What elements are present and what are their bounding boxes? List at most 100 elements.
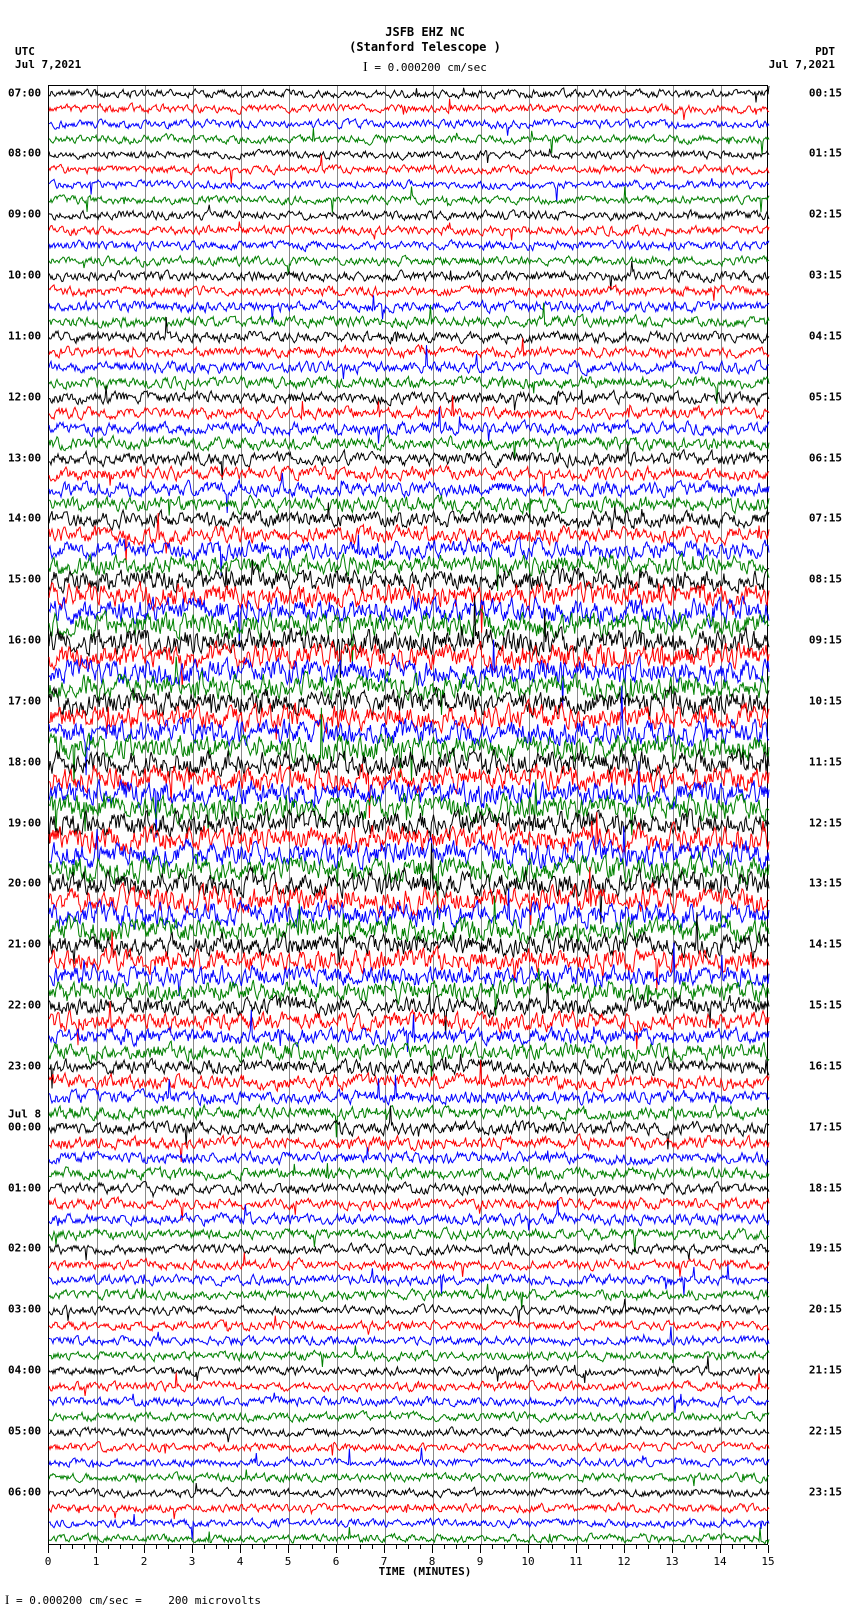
x-minor-tick — [408, 1545, 409, 1549]
seismic-trace — [49, 86, 767, 1546]
seismic-trace — [49, 86, 767, 1546]
pdt-hour-label: 10:15 — [809, 694, 842, 707]
pdt-hour-label: 19:15 — [809, 1242, 842, 1255]
x-minor-tick — [648, 1545, 649, 1549]
gridline-v — [673, 86, 674, 1544]
seismic-trace — [49, 86, 767, 1546]
pdt-hour-label: 09:15 — [809, 634, 842, 647]
seismic-trace — [49, 86, 767, 1546]
seismic-trace — [49, 86, 767, 1546]
seismic-trace — [49, 86, 767, 1546]
seismic-trace — [49, 86, 767, 1546]
x-tick — [144, 1545, 145, 1553]
seismic-trace — [49, 86, 767, 1546]
seismic-trace — [49, 86, 767, 1546]
x-tick-label: 6 — [333, 1555, 340, 1568]
x-minor-tick — [504, 1545, 505, 1549]
x-tick-label: 8 — [429, 1555, 436, 1568]
x-tick-label: 13 — [665, 1555, 678, 1568]
x-minor-tick — [204, 1545, 205, 1549]
x-tick — [672, 1545, 673, 1553]
utc-hour-label: 16:00 — [8, 634, 41, 647]
x-minor-tick — [300, 1545, 301, 1549]
x-minor-tick — [516, 1545, 517, 1549]
seismic-trace — [49, 86, 767, 1546]
seismic-trace — [49, 86, 767, 1546]
x-tick — [48, 1545, 49, 1553]
seismic-trace — [49, 86, 767, 1546]
pdt-hour-label: 23:15 — [809, 1485, 842, 1498]
gridline-v — [433, 86, 434, 1544]
seismic-trace — [49, 86, 767, 1546]
pdt-hour-label: 08:15 — [809, 573, 842, 586]
seismic-trace — [49, 86, 767, 1546]
seismic-trace — [49, 86, 767, 1546]
seismic-trace — [49, 86, 767, 1546]
utc-hour-label: 12:00 — [8, 390, 41, 403]
x-tick-label: 15 — [761, 1555, 774, 1568]
x-minor-tick — [756, 1545, 757, 1549]
pdt-hour-label: 13:15 — [809, 877, 842, 890]
seismic-trace — [49, 86, 767, 1546]
x-minor-tick — [324, 1545, 325, 1549]
seismogram-plot — [48, 85, 768, 1545]
seismic-trace — [49, 86, 767, 1546]
utc-hour-label: 11:00 — [8, 329, 41, 342]
seismic-trace — [49, 86, 767, 1546]
x-minor-tick — [636, 1545, 637, 1549]
utc-hour-label: 08:00 — [8, 147, 41, 160]
pdt-hour-label: 22:15 — [809, 1424, 842, 1437]
seismic-trace — [49, 86, 767, 1546]
seismic-trace — [49, 86, 767, 1546]
utc-hour-label: 17:00 — [8, 694, 41, 707]
seismic-trace — [49, 86, 767, 1546]
x-tick — [192, 1545, 193, 1553]
x-tick-label: 9 — [477, 1555, 484, 1568]
x-tick — [432, 1545, 433, 1553]
gridline-v — [241, 86, 242, 1544]
pdt-hour-label: 07:15 — [809, 512, 842, 525]
seismic-trace — [49, 86, 767, 1546]
seismic-trace — [49, 86, 767, 1546]
utc-hour-label: 02:00 — [8, 1242, 41, 1255]
utc-hour-label: 03:00 — [8, 1303, 41, 1316]
seismic-trace — [49, 86, 767, 1546]
x-minor-tick — [312, 1545, 313, 1549]
seismic-trace — [49, 86, 767, 1546]
seismic-trace — [49, 86, 767, 1546]
x-tick-label: 3 — [189, 1555, 196, 1568]
x-minor-tick — [120, 1545, 121, 1549]
seismic-trace — [49, 86, 767, 1546]
seismic-trace — [49, 86, 767, 1546]
gridline-v — [97, 86, 98, 1544]
x-tick-label: 1 — [93, 1555, 100, 1568]
x-tick — [720, 1545, 721, 1553]
gridline-v — [289, 86, 290, 1544]
seismic-trace — [49, 86, 767, 1546]
seismic-trace — [49, 86, 767, 1546]
seismic-trace — [49, 86, 767, 1546]
seismic-trace — [49, 86, 767, 1546]
seismic-trace — [49, 86, 767, 1546]
pdt-hour-label: 00:15 — [809, 86, 842, 99]
pdt-hour-label: 05:15 — [809, 390, 842, 403]
seismic-trace — [49, 86, 767, 1546]
x-minor-tick — [660, 1545, 661, 1549]
seismic-trace — [49, 86, 767, 1546]
x-minor-tick — [588, 1545, 589, 1549]
seismic-trace — [49, 86, 767, 1546]
utc-hour-label: 05:00 — [8, 1424, 41, 1437]
x-tick — [384, 1545, 385, 1553]
pdt-hour-label: 16:15 — [809, 1059, 842, 1072]
x-tick — [480, 1545, 481, 1553]
seismic-trace — [49, 86, 767, 1546]
x-minor-tick — [684, 1545, 685, 1549]
seismic-trace — [49, 86, 767, 1546]
x-tick-label: 10 — [521, 1555, 534, 1568]
x-tick — [288, 1545, 289, 1553]
seismic-trace — [49, 86, 767, 1546]
seismic-trace — [49, 86, 767, 1546]
pdt-hour-label: 11:15 — [809, 755, 842, 768]
x-minor-tick — [708, 1545, 709, 1549]
utc-hour-label: 14:00 — [8, 512, 41, 525]
